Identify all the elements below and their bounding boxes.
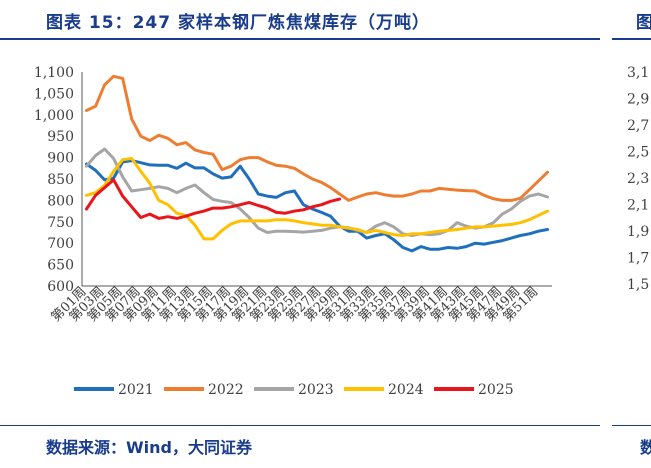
y-tick-label: 900 [47, 151, 74, 167]
line-chart: 6006507007508008509009501,0001,0501,100 … [34, 65, 649, 398]
right-y-tick-label: 1,5 [627, 277, 649, 293]
title-divider [0, 38, 600, 40]
right-source-fragment: 数 [640, 438, 651, 457]
y-tick-label: 950 [47, 129, 74, 145]
y-tick-label: 750 [47, 215, 74, 231]
right-y-tick-label: 1,9 [627, 224, 649, 240]
right-y-tick-label: 1,7 [627, 251, 649, 267]
y-tick-label: 650 [47, 258, 74, 274]
right-footer-divider [612, 425, 651, 426]
right-y-tick-label: 2,5 [627, 145, 649, 161]
y-tick-label: 1,050 [34, 86, 74, 102]
x-axis: 第01周第03周第05周第07周第09周第11周第13周第15周第17周第19周… [49, 284, 552, 325]
right-panel-y-axis: 3,1 2,9 2,7 2,5 2,3 2,1 1,9 1,7 1,5 [627, 65, 649, 293]
legend: 2021 2022 2023 2024 2025 [74, 382, 514, 398]
right-y-tick-label: 2,1 [627, 198, 649, 214]
series-line-2024 [85, 157, 549, 241]
right-title-divider [612, 38, 651, 40]
source-note: 数据来源：Wind，大同证券 [46, 438, 252, 457]
right-y-tick-label: 2,3 [627, 171, 649, 187]
series-line-2025 [85, 178, 342, 220]
legend-label-2025: 2025 [478, 382, 514, 398]
footer-divider [0, 425, 600, 426]
y-tick-label: 1,100 [34, 65, 74, 81]
right-y-tick-label: 2,7 [627, 118, 649, 134]
right-y-tick-label: 3,1 [627, 65, 649, 81]
y-tick-label: 1,000 [34, 108, 74, 124]
y-axis: 600 650 700 750 800 850 900 950 1,000 1,050 1,100 [34, 65, 83, 295]
chart-title: 图表 15：247 家样本钢厂炼焦煤库存（万吨） [46, 13, 430, 33]
series-line-2021 [85, 159, 549, 253]
y-tick-label: 800 [47, 193, 74, 209]
legend-label-2022: 2022 [208, 382, 244, 398]
series-lines [85, 74, 549, 253]
legend-label-2024: 2024 [388, 382, 424, 398]
right-y-tick-label: 2,9 [627, 92, 649, 108]
legend-label-2021: 2021 [118, 382, 154, 398]
y-tick-label: 700 [47, 236, 74, 252]
series-line-2022 [85, 74, 549, 202]
y-tick-label: 600 [47, 279, 74, 295]
right-panel-title-fragment: 图 [636, 13, 651, 33]
y-tick-label: 850 [47, 172, 74, 188]
legend-label-2023: 2023 [298, 382, 334, 398]
